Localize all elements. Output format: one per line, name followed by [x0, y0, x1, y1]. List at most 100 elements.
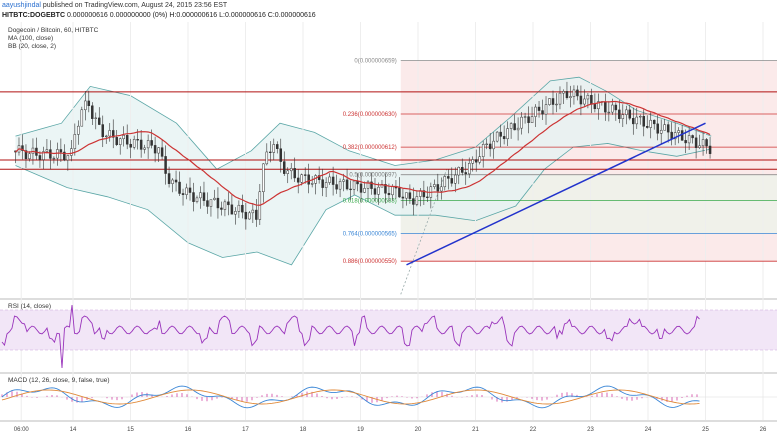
candle-body	[70, 148, 73, 156]
candle-body	[572, 89, 576, 97]
candle-body	[66, 155, 70, 161]
publish-text: published on TradingView.com, August 24,…	[42, 2, 228, 9]
candle-body	[391, 186, 394, 196]
candle-body	[150, 140, 153, 146]
candle-body	[450, 178, 454, 184]
candle-body	[639, 115, 642, 118]
candle-body	[314, 175, 317, 184]
candle-body	[153, 145, 157, 154]
candle-body	[684, 140, 687, 144]
candle-body	[513, 123, 516, 131]
candle-body	[129, 143, 132, 148]
candle-body	[206, 200, 209, 207]
candle-body	[471, 159, 474, 164]
fib-label: 0.618(0.000000583)	[343, 198, 397, 204]
candle-body	[555, 103, 558, 106]
candle-body	[289, 168, 293, 172]
candle-body	[108, 130, 111, 137]
candle-body	[122, 135, 125, 140]
candle-body	[195, 197, 199, 202]
x-tick-label: 16	[185, 427, 192, 433]
candle-body	[544, 104, 548, 115]
author-link[interactable]: aayushjindal	[2, 2, 41, 9]
candle-body	[136, 139, 139, 141]
candle-body	[160, 147, 164, 157]
candle-body	[317, 175, 321, 180]
candle-body	[45, 149, 49, 152]
macd-line	[1, 385, 700, 409]
candle-body	[447, 176, 450, 179]
candle-body	[499, 131, 502, 137]
candle-body	[495, 131, 499, 142]
candle-body	[255, 209, 258, 220]
candle-body	[342, 179, 345, 182]
candle-body	[227, 201, 230, 206]
candle-body	[234, 211, 237, 215]
candle-body	[680, 130, 684, 141]
candle-body	[370, 181, 373, 189]
candle-body	[282, 161, 286, 174]
candle-body	[387, 192, 391, 196]
candle-body	[303, 174, 307, 176]
candle-body	[481, 144, 485, 157]
candle-body	[338, 181, 342, 190]
candle-body	[272, 144, 276, 153]
candle-body	[565, 91, 569, 98]
candle-body	[408, 192, 412, 199]
candle-body	[530, 116, 534, 123]
candle-body	[520, 116, 523, 129]
fib-label: 0.886(0.000000550)	[343, 259, 397, 265]
candle-body	[164, 156, 167, 174]
candle-body	[321, 179, 324, 188]
candle-body	[590, 95, 593, 105]
candle-body	[167, 173, 171, 184]
symbol[interactable]: HITBTC:DOGEBTC	[2, 12, 65, 19]
fib-label: 0.5(0.000000597)	[349, 173, 396, 179]
candle-body	[649, 119, 652, 128]
legend-macd: MACD (12, 26, close, 9, false, true)	[8, 377, 110, 384]
bb-upper-line	[15, 76, 712, 170]
candle-body	[115, 137, 118, 145]
candle-body	[352, 180, 356, 190]
candle-body	[373, 188, 377, 195]
x-tick-label: 24	[645, 427, 652, 433]
candle-body	[73, 134, 77, 149]
fib-label: 0.236(0.000000630)	[343, 112, 397, 118]
candle-body	[104, 135, 108, 138]
candle-body	[551, 98, 555, 105]
candle-body	[300, 174, 303, 183]
candle-body	[143, 147, 146, 150]
candle-body	[645, 126, 649, 128]
candle-body	[708, 145, 712, 154]
candle-body	[579, 95, 583, 105]
candle-body	[80, 109, 84, 127]
candle-body	[157, 147, 160, 154]
candle-body	[118, 138, 122, 145]
candle-body	[502, 136, 506, 140]
legend-ma: MA (100, close)	[8, 35, 54, 42]
candle-body	[586, 95, 590, 100]
candle-body	[91, 105, 94, 119]
candle-body	[223, 201, 227, 210]
candle-body	[412, 198, 415, 205]
candle-body	[415, 196, 419, 205]
candle-body	[652, 119, 656, 125]
candle-body	[286, 170, 289, 174]
candle-body	[548, 98, 551, 105]
candle-body	[335, 184, 338, 190]
candle-body	[523, 116, 527, 118]
x-tick-label: 06:00	[14, 427, 30, 433]
candle-body	[457, 166, 461, 176]
candle-body	[666, 124, 670, 133]
candle-body	[534, 106, 537, 117]
candle-body	[558, 92, 562, 105]
candle-body	[213, 197, 216, 200]
candle-body	[663, 124, 666, 131]
candle-body	[377, 186, 380, 195]
candle-body	[237, 204, 241, 212]
candle-body	[604, 101, 607, 113]
candle-body	[687, 135, 691, 144]
candle-body	[98, 117, 101, 125]
